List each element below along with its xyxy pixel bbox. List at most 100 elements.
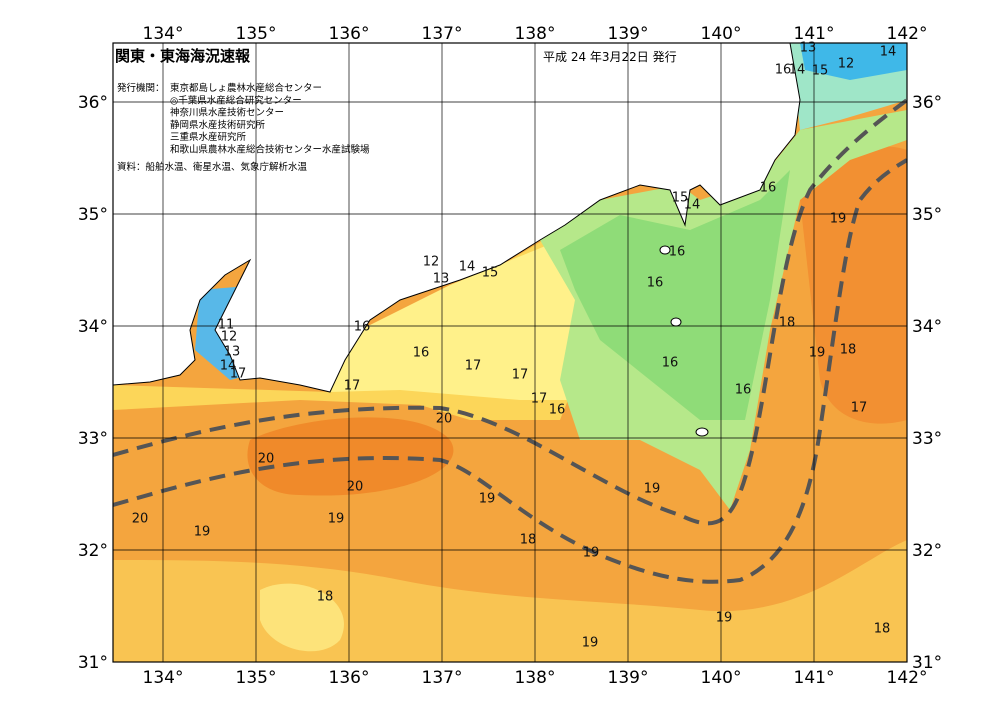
lon-label: 135° [236,24,277,44]
source: 資料：船舶水温、衛星水温、気象庁解析水温 [117,161,308,173]
contour-label: 13 [224,345,241,360]
lon-label: 141° [794,24,835,44]
contour-label: 19 [582,636,599,651]
lat-label: 36° [912,93,942,113]
kuroshio-axis [113,158,907,584]
contour-label: 19 [809,346,826,361]
sea-cool [260,583,344,652]
contour-label: 20 [258,452,275,467]
contour-label: 13 [433,272,450,287]
contour-label: 12 [221,330,238,345]
contour-label: 17 [851,401,868,416]
contour-label: 18 [840,343,857,358]
contour-label: 20 [436,412,453,427]
sea-surface [113,43,907,662]
contour-label: 14 [684,198,701,213]
kuroshio-axis [113,98,907,526]
contour-label: 19 [583,546,600,561]
island [670,317,682,327]
lon-label: 138° [515,24,556,44]
lon-label: 136° [329,668,370,688]
lat-label: 33° [78,429,108,449]
contour-label: 20 [347,480,364,495]
lat-label: 32° [912,541,942,561]
contour-label: 19 [479,492,496,507]
island [695,427,709,437]
agency: 神奈川県水産技術センター [170,107,284,119]
sea-cold [560,170,790,420]
lon-label: 140° [701,668,742,688]
agencies-label: 発行機関： [117,82,165,94]
contour-label: 11 [218,318,235,333]
contour-label: 15 [482,266,499,281]
contour-label: 16 [647,276,664,291]
agency: 三重県水産研究所 [170,131,247,143]
contour-label: 14 [220,359,237,374]
agency: 東京都島しょ農林水産総合センター [170,82,322,94]
contour-label: 19 [194,525,211,540]
lat-label: 34° [78,317,108,337]
sea-cool [330,240,600,400]
contour-label: 14 [789,63,806,78]
lon-label: 137° [422,24,463,44]
contour-label: 14 [880,45,897,60]
lat-label: 36° [78,93,108,113]
island [659,245,671,255]
contour-label: 16 [413,346,430,361]
warm-core [800,146,907,424]
map-frame [112,42,908,663]
sea-coldest [800,43,907,80]
lat-label: 35° [912,205,942,225]
lon-label: 142° [887,24,928,44]
lon-label: 137° [422,668,463,688]
contour-label: 16 [354,320,371,335]
contour-label: 20 [132,512,149,527]
contour-label: 17 [344,379,361,394]
contour-label: 16 [775,63,792,78]
contour-label: 18 [779,316,796,331]
lon-label: 136° [329,24,370,44]
contour-label: 19 [644,482,661,497]
lat-label: 35° [78,205,108,225]
contour-label: 13 [800,41,817,56]
contour-label: 16 [735,383,752,398]
contour-label: 16 [760,181,777,196]
lon-label: 142° [887,668,928,688]
lat-label: 34° [912,317,942,337]
lon-label: 134° [143,668,184,688]
lon-label: 141° [794,668,835,688]
contour-label: 16 [549,403,566,418]
contour-label: 12 [423,255,440,270]
agency: 和歌山県農林水産総合技術センター水産試験場 [170,144,370,156]
contour-label: 15 [672,191,689,206]
contour-label: 18 [874,622,891,637]
contour-label: 16 [669,245,686,260]
lat-label: 33° [912,429,942,449]
lon-label: 135° [236,668,277,688]
contour-label: 18 [520,533,537,548]
contour-label: 16 [662,356,679,371]
lon-label: 139° [608,24,649,44]
lat-label: 32° [78,541,108,561]
agency: 静岡県水産技術研究所 [170,119,266,131]
lon-label: 134° [143,24,184,44]
lat-label: 31° [78,653,108,673]
contour-label: 12 [838,57,855,72]
issue-date: 平成 24 年3月22日 発行 [543,50,677,64]
agency: ◎千葉県水産総合研究センター [170,94,302,106]
lat-label: 31° [912,653,942,673]
warm-core [247,417,454,496]
contour-label: 15 [812,64,829,79]
lon-label: 139° [608,668,649,688]
contour-label: 17 [230,367,247,382]
contour-label: 17 [531,392,548,407]
contour-label: 19 [830,212,847,227]
title: 関東・東海海況速報 [115,47,251,65]
contour-label: 17 [512,368,529,383]
lon-label: 138° [515,668,556,688]
lon-label: 140° [701,24,742,44]
contour-label: 17 [465,359,482,374]
contour-label: 19 [328,512,345,527]
contour-label: 19 [716,611,733,626]
